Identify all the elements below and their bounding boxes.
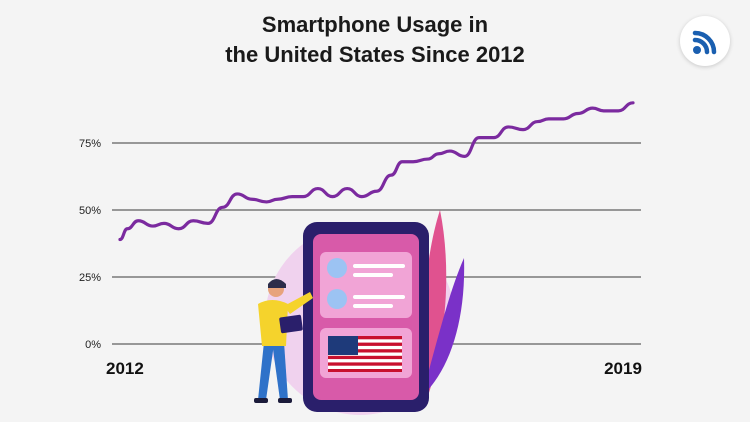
person-figure <box>254 279 313 403</box>
phone-icon <box>327 258 347 278</box>
title-line-2: the United States Since 2012 <box>225 42 525 67</box>
y-tick-label-1: 25% <box>79 272 101 284</box>
y-tick-label-2: 50% <box>79 205 101 217</box>
title-line-1: Smartphone Usage in <box>261 12 489 37</box>
x-tick-label-1: 2019 <box>604 359 642 378</box>
y-axis-ticks: 0% 25% 50% 75% <box>79 138 101 351</box>
location-pin-icon <box>327 289 347 309</box>
x-axis-ticks: 2012 2019 <box>106 359 642 378</box>
brand-logo <box>680 16 730 66</box>
y-tick-label-3: 75% <box>79 138 101 150</box>
y-tick-label-0: 0% <box>85 339 101 351</box>
phone-illustration <box>254 210 465 415</box>
series-line-0 <box>118 101 635 242</box>
leaf-pink <box>424 210 447 396</box>
wifi-signal-icon <box>692 30 717 55</box>
x-tick-label-0: 2012 <box>106 359 144 378</box>
us-flag-icon <box>328 336 402 372</box>
leaf-purple <box>422 258 465 396</box>
chart-title: Smartphone Usage in the United States Si… <box>0 10 750 70</box>
